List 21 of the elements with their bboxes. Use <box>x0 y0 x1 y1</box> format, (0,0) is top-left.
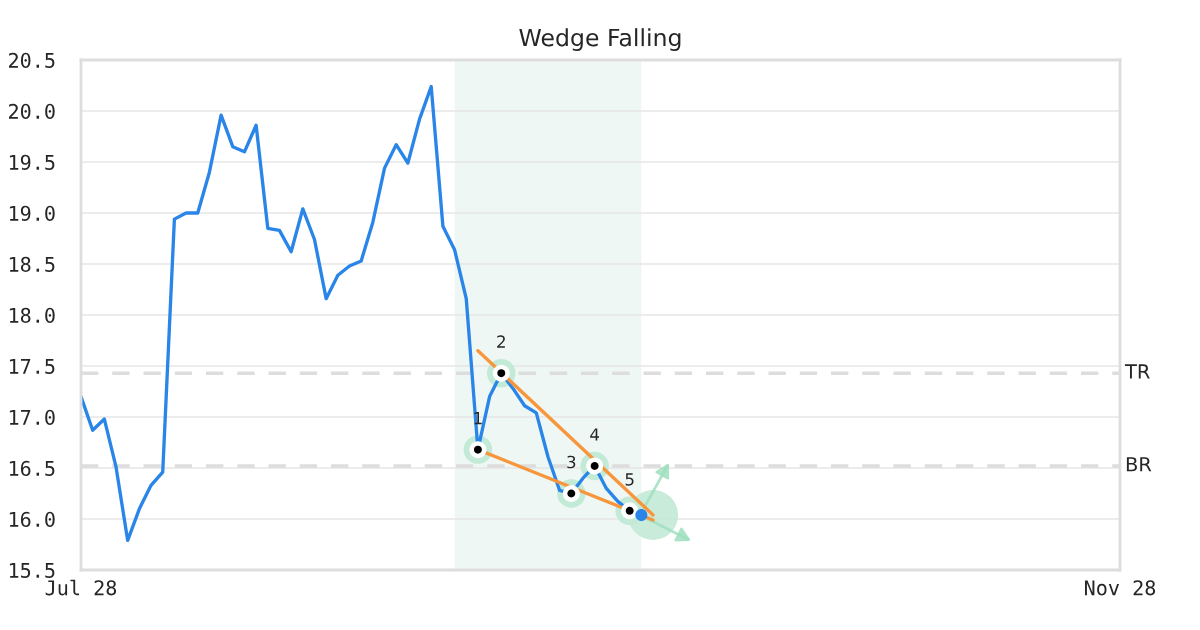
ref-line-label: BR <box>1126 457 1152 472</box>
annotation: 5 <box>625 473 634 486</box>
y-tick-label: 18.5 <box>9 256 55 272</box>
y-tick-label: 19.0 <box>9 205 55 221</box>
annotation: 3 <box>567 455 576 469</box>
y-tick-label: 17.0 <box>9 409 55 425</box>
annotation: 2 <box>497 335 505 348</box>
point <box>635 508 648 521</box>
x-tick-label: Jul 28 <box>45 579 117 596</box>
y-tick-label: 15.5 <box>9 563 55 578</box>
y-tick-label: 16.5 <box>9 460 55 476</box>
annotation: 4 <box>590 428 600 441</box>
y-tick-label: 20.5 <box>9 52 55 68</box>
y-tick-label: 19.5 <box>9 154 55 170</box>
y-tick-label: 20.0 <box>9 103 55 119</box>
chart-title: Wedge Falling <box>519 28 681 52</box>
y-tick-label: 16.0 <box>9 511 55 527</box>
ref-line-label: TR <box>1124 364 1150 379</box>
x-tick-label: Nov 28 <box>1084 580 1156 596</box>
y-tick-label: 17.5 <box>9 359 55 374</box>
y-tick-label: 18.0 <box>9 307 55 323</box>
